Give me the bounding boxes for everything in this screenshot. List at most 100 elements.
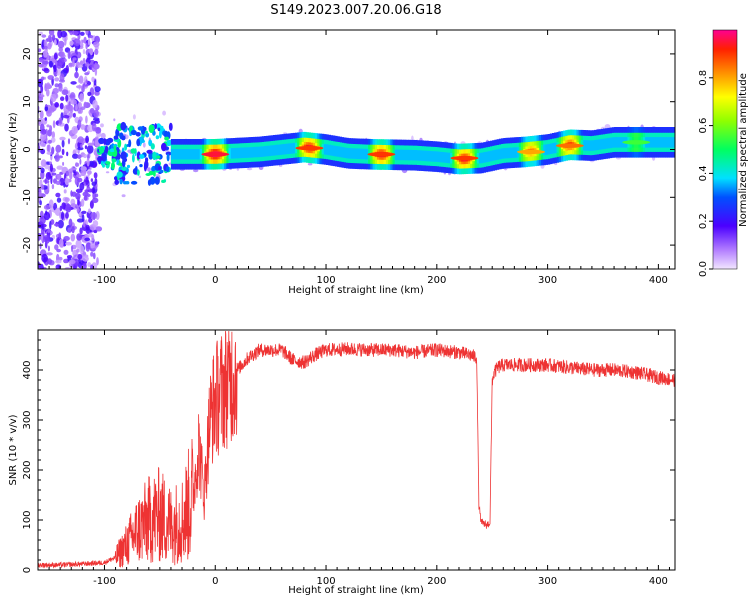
noise-speck [82,191,89,197]
ridge-segment [434,151,438,162]
noise-speck [39,31,43,35]
y-tick-label: 300 [22,410,33,429]
transition-speck [149,176,156,185]
transition-speck [105,161,111,165]
ridge-segment [266,145,269,157]
ridge-segment [419,150,422,161]
ridge-segment [186,149,190,160]
ridge-segment [330,145,334,156]
noise-speck [64,123,69,132]
noise-speck [39,242,42,250]
noise-speck [72,57,77,61]
noise-speck [65,94,69,102]
noise-speck [62,161,65,166]
noise-speck [91,234,95,242]
noise-speck [71,191,77,197]
noise-speck [54,154,60,162]
noise-speck [74,71,79,79]
ridge-segment [556,142,560,153]
ridge-segment [357,148,360,159]
ridge-segment [410,149,413,161]
ridge-segment [552,143,555,154]
ridge-segment [487,151,491,162]
ridge-segment [607,137,611,149]
noise-speck [93,109,99,118]
colorbar-gradient [712,29,738,270]
transition-speck [161,179,166,183]
ridge-peak [367,152,396,157]
faint-speck [100,132,106,139]
noise-speck [68,111,74,118]
noise-speck [58,84,63,92]
noise-speck [54,102,59,108]
ridge-segment [673,137,675,148]
ridge-peak [201,152,230,157]
noise-speck [77,199,80,206]
ridge-segment [662,137,666,148]
noise-speck [92,99,98,109]
ridge-segment [365,148,369,160]
noise-speck [39,110,44,119]
transition-speck [116,159,120,164]
noise-speck [87,262,92,268]
snr-panel: -100 0 100 200 300 400 0 100 200 300 400 Height of… [8,329,676,596]
ridge-segment [341,147,345,158]
ridge-segment [481,152,484,164]
x-tick-label: 200 [427,275,446,286]
noise-speck [58,47,63,52]
ridge-segment [230,148,234,159]
transition-speck [115,128,120,137]
noise-speck [83,195,88,201]
noise-speck [65,203,72,213]
colorbar-label: Normalized spectral amplitude [738,73,749,227]
transition-speck [114,176,118,180]
ridge-segment [250,147,254,158]
noise-speck [87,91,92,97]
snr-ticks: -100 0 100 200 300 400 0 100 200 300 400 [22,330,675,587]
noise-speck [58,256,63,261]
ridge-segment [605,138,608,149]
faint-speck [147,167,151,172]
ridge-segment [239,147,243,159]
transition-speck [113,135,119,140]
ridge-segment [394,149,398,161]
ridge-segment [445,152,449,163]
noise-speck [49,220,52,230]
noise-speck [59,211,62,219]
noise-speck [66,151,69,157]
noise-speck [60,211,65,220]
transition-speck [120,151,127,160]
snr-y-label: SNR (10 * v/v) [8,414,19,485]
noise-speck [80,169,87,177]
noise-speck [85,79,88,83]
transition-speck [156,155,161,159]
ridge-segment [272,145,276,156]
ridge-segment [660,137,664,148]
x-tick-label: 200 [427,576,446,587]
noise-speck [96,226,100,230]
x-tick-label: 0 [212,275,218,286]
ridge-segment [651,137,655,148]
ridge-segment [290,143,294,154]
ridge-segment [177,149,181,160]
noise-speck [81,39,86,43]
noise-speck [40,167,45,174]
noise-speck [55,192,61,198]
faint-speck [604,124,611,130]
noise-speck [79,60,84,66]
transition-speck [135,132,141,137]
transition-speck [153,170,156,177]
noise-speck [55,144,62,153]
transition-speck [136,138,141,147]
transition-speck [124,143,128,151]
noise-speck [81,214,85,223]
noise-speck [53,52,58,60]
ridge-segment [654,137,657,148]
ridge-segment [658,137,662,148]
noise-speck [69,94,75,98]
noise-speck [78,75,84,84]
ridge-segment [587,140,591,151]
x-tick-label: 400 [649,576,668,587]
ridge-segment [359,148,362,160]
